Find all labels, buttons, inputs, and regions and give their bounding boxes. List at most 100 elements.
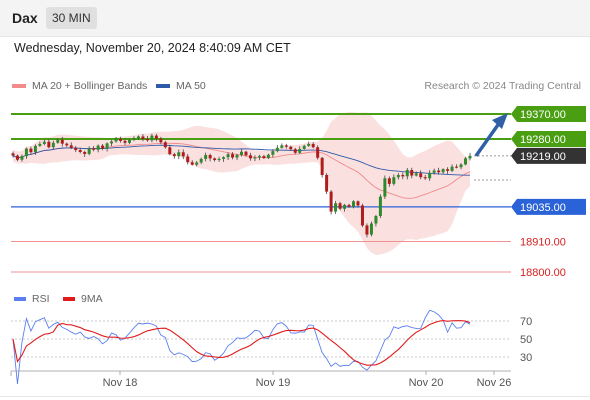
candle-body [119, 138, 123, 141]
rsi-tick-label: 70 [520, 316, 532, 328]
candle-body [437, 170, 441, 173]
support-tag-text: 19035.00 [520, 202, 566, 214]
candle-body [56, 139, 60, 143]
candle-body [114, 138, 118, 142]
resistance-tag-box [511, 130, 586, 147]
candle-body [177, 152, 181, 157]
candle-body [110, 141, 114, 144]
candle-body [141, 136, 145, 139]
candle-body [11, 153, 15, 156]
rsi-tick-label: 50 [520, 334, 532, 346]
candle-body [195, 162, 199, 165]
arrow-shaft [474, 120, 502, 157]
candle-body [423, 177, 427, 179]
candle-body [38, 143, 42, 146]
candle-body [257, 156, 261, 158]
instrument-symbol: Dax [12, 10, 38, 26]
candle-body [181, 152, 185, 157]
candle-body [284, 145, 288, 147]
candle-body [280, 145, 284, 148]
candle-body [459, 164, 463, 168]
research-credit: Research © 2024 Trading Central [424, 80, 581, 92]
candle-body [378, 196, 382, 217]
resistance-tag-box [511, 106, 586, 122]
candle-body [248, 155, 252, 159]
candle-body [78, 150, 82, 152]
current-price-tag-box [511, 147, 586, 164]
bottom-divider [0, 396, 590, 397]
candle-body [15, 155, 19, 160]
candle-body [271, 151, 275, 155]
bollinger-bands [13, 111, 470, 255]
candle-body [441, 169, 445, 173]
candle-body [69, 145, 73, 148]
candle-body [383, 178, 387, 197]
ma50-swatch [156, 84, 170, 88]
candle-body [42, 141, 46, 144]
candle-body [311, 143, 315, 148]
time-axis: Nov 18 Nov 19 Nov 20 Nov 26 [10, 370, 512, 389]
candle-body [419, 173, 423, 178]
candle-body [190, 162, 194, 165]
top-bar: Dax 30 MIN [0, 0, 590, 37]
candle-body [163, 142, 167, 148]
bollinger-legend: MA 20 + Bollinger Bands [12, 80, 147, 92]
candle-body [83, 151, 87, 154]
candle-body [455, 166, 459, 168]
ma50-legend: MA 50 [156, 80, 206, 92]
candle-body [92, 148, 96, 150]
x-tick-label: Nov 19 [256, 377, 291, 389]
candle-body [235, 155, 239, 158]
timeframe-button[interactable]: 30 MIN [46, 7, 97, 29]
candle-body [446, 169, 450, 171]
candlesticks [11, 133, 472, 238]
resistance-tag-text: 19370.00 [520, 109, 566, 121]
candle-body [172, 154, 176, 157]
candle-body [307, 143, 311, 146]
candle-body [145, 138, 149, 141]
rsi-ma-legend: 9MA [63, 293, 103, 305]
candle-body [231, 154, 235, 158]
bollinger-swatch [12, 84, 26, 88]
candle-body [266, 154, 270, 159]
candle-body [60, 139, 64, 144]
candle-body [405, 169, 409, 177]
candle-body [334, 203, 338, 212]
rsi-swatch [14, 297, 26, 301]
rsi-ma-line [12, 320, 471, 366]
current-price-tag-text: 19219.00 [520, 151, 566, 163]
candle-body [392, 177, 396, 184]
projection-arrow [474, 113, 508, 157]
support-tag-box [511, 198, 586, 215]
candle-body [186, 156, 190, 163]
candle-body [208, 155, 212, 159]
candle-body [302, 145, 306, 149]
candle-body [96, 145, 100, 150]
x-tick-label: Nov 26 [477, 377, 512, 389]
candle-body [369, 223, 373, 235]
rsi-legend-label: RSI [32, 293, 50, 305]
candle-body [226, 154, 230, 158]
candle-body [222, 157, 226, 159]
candle-body [65, 143, 69, 146]
chart-datetime: Wednesday, November 20, 2024 8:40:09 AM … [14, 41, 291, 55]
candle-body [410, 169, 414, 176]
candle-body [414, 173, 418, 176]
candle-body [204, 155, 208, 159]
candle-body [329, 191, 333, 212]
candle-body [464, 158, 468, 165]
x-tick-label: Nov 20 [409, 377, 444, 389]
level-tags: 19370.00 19280.00 19219.00 19035.00 18910.00… [511, 106, 586, 279]
level-lines [11, 113, 511, 273]
candle-body [29, 148, 33, 153]
candle-body [396, 174, 400, 178]
candle-body [347, 204, 351, 207]
candle-body [298, 148, 302, 153]
candle-body [132, 138, 136, 141]
candle-body [262, 156, 266, 159]
candle-body [428, 172, 432, 179]
target-label-text: 18800.00 [520, 267, 566, 279]
bollinger-band-fill [13, 111, 470, 255]
candle-body [87, 148, 91, 154]
target-label-text: 18910.00 [520, 237, 566, 249]
